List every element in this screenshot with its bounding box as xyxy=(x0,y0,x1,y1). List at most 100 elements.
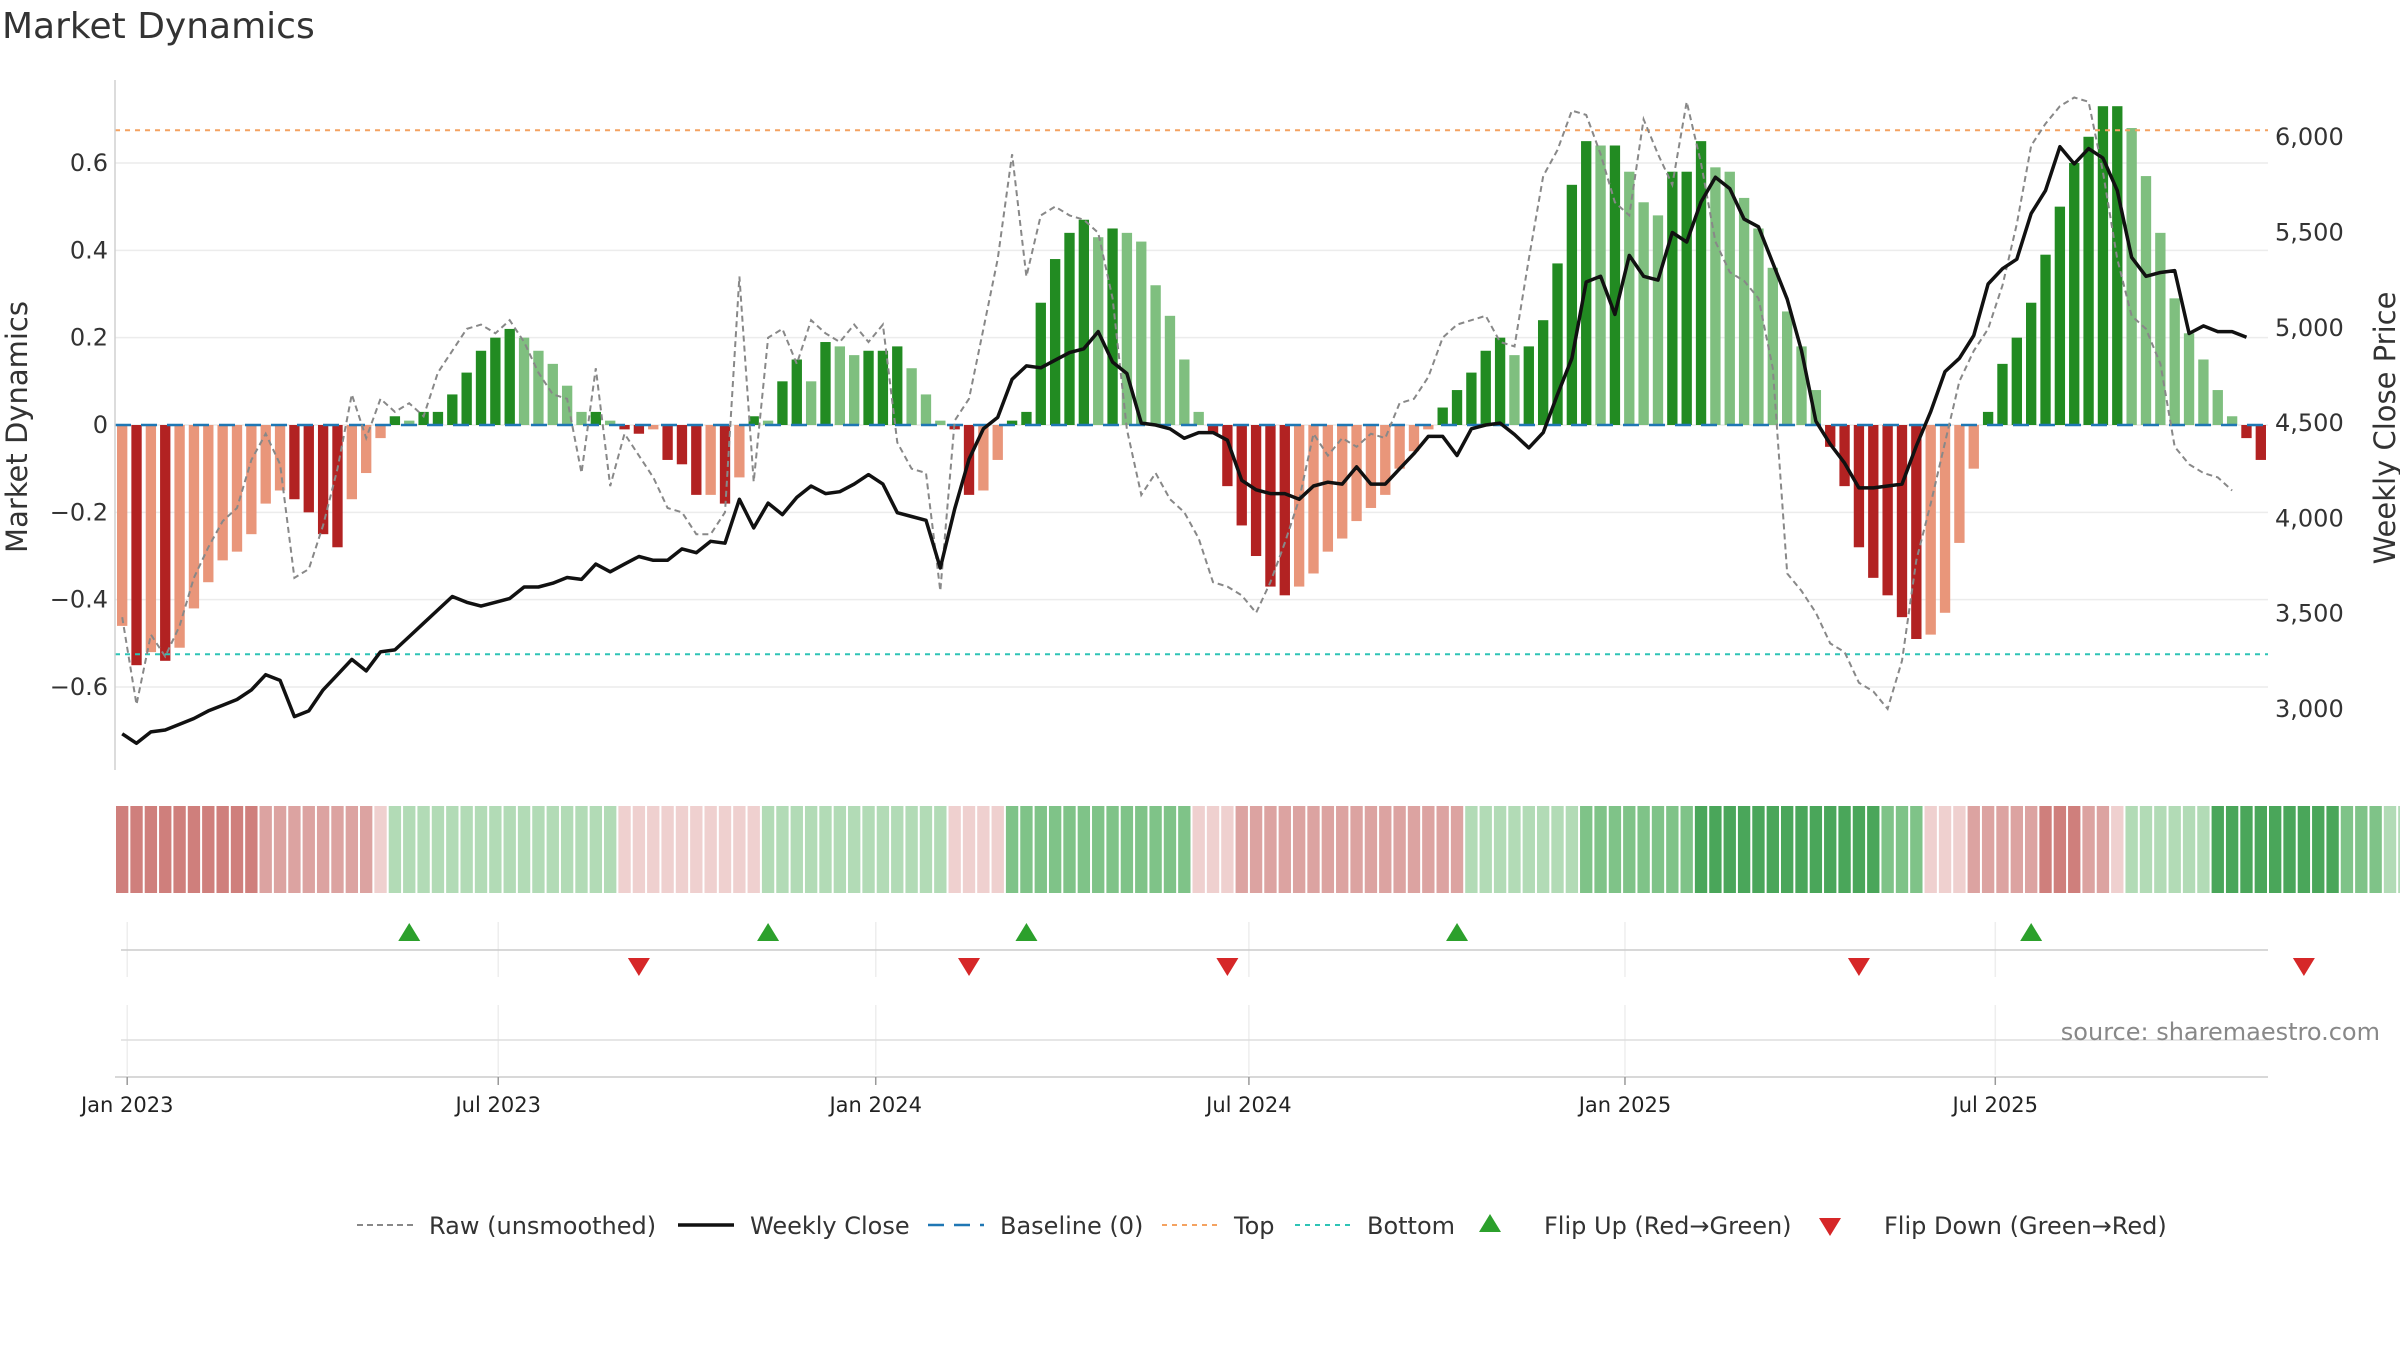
dynamics-bar xyxy=(2069,162,2080,426)
y-right-tick-label: 4,000 xyxy=(2275,504,2344,532)
flip-markers xyxy=(121,922,2315,977)
regime-cell xyxy=(1450,806,1464,893)
dynamics-bar xyxy=(2011,337,2022,425)
regime-cell xyxy=(2125,806,2138,893)
regime-cell xyxy=(632,806,646,893)
regime-cell xyxy=(2010,806,2023,893)
weekly-close-line xyxy=(121,144,2248,746)
dynamics-bar xyxy=(1121,232,1133,425)
regime-cell xyxy=(1192,806,1205,893)
y-right-tick-label: 3,500 xyxy=(2275,600,2344,628)
regime-cell xyxy=(2211,806,2224,893)
regime-cell xyxy=(1623,806,1636,893)
regime-cell xyxy=(2269,806,2282,893)
y-left-tick-label: −0.6 xyxy=(50,673,108,701)
regime-cell xyxy=(517,806,531,893)
regime-cell xyxy=(1536,806,1550,893)
chart-title: Market Dynamics xyxy=(2,6,315,47)
regime-cell xyxy=(230,806,244,893)
y-right-tick-label: 5,500 xyxy=(2275,218,2344,246)
regime-cell xyxy=(1594,806,1607,893)
regime-cell xyxy=(1307,806,1320,893)
date-tick-label: Jul 2023 xyxy=(453,1093,540,1117)
regime-cell xyxy=(1809,806,1823,893)
regime-cell xyxy=(187,806,201,893)
regime-cell xyxy=(1321,806,1335,893)
source-label: source: sharemaestro.com xyxy=(2061,1018,2380,1046)
dynamics-bar xyxy=(1796,346,1807,425)
regime-cell xyxy=(374,806,387,893)
y-left-tick-label: 0.2 xyxy=(70,324,108,352)
regime-cell xyxy=(546,806,559,893)
dynamics-bar xyxy=(231,425,243,552)
dynamics-bar xyxy=(2054,206,2066,425)
regime-cell xyxy=(1565,806,1579,893)
regime-cell xyxy=(360,806,373,893)
regime-cell xyxy=(1637,806,1650,893)
regime-cell xyxy=(1379,806,1392,893)
dynamics-bar xyxy=(1566,184,1578,425)
dynamics-bar xyxy=(1767,267,1778,425)
regime-cell xyxy=(1981,806,1995,893)
regime-cell xyxy=(2355,806,2368,893)
flip-up-marker xyxy=(2020,923,2043,941)
legend: Raw (unsmoothed) Weekly Close Baseline (0)… xyxy=(357,1212,2167,1240)
regime-cell xyxy=(718,806,732,893)
regime-cell xyxy=(1422,806,1435,893)
dynamics-bar xyxy=(1466,372,1477,425)
dynamics-bar xyxy=(1408,425,1420,452)
dynamics-bar xyxy=(2241,425,2252,439)
dynamics-bar xyxy=(791,359,802,425)
dynamics-bar xyxy=(533,350,544,425)
dynamics-bar xyxy=(188,425,200,609)
regime-cell xyxy=(2182,806,2196,893)
dynamics-bar xyxy=(906,368,917,425)
dynamics-bar xyxy=(777,381,788,425)
regime-cell xyxy=(2383,806,2397,893)
dynamics-bar xyxy=(1437,407,1448,425)
regime-cell xyxy=(2254,806,2267,893)
dynamics-bar xyxy=(1035,302,1046,425)
regime-cell xyxy=(2068,806,2081,893)
dynamics-bar xyxy=(935,420,946,425)
regime-cell xyxy=(1852,806,1866,893)
dynamics-bar xyxy=(1738,197,1750,425)
dynamics-bar xyxy=(762,420,774,425)
dynamics-bar xyxy=(1164,315,1176,425)
regime-cell xyxy=(288,806,301,893)
dynamics-bar xyxy=(1810,390,1822,425)
dynamics-bar xyxy=(2255,425,2266,460)
dynamics-bar xyxy=(475,350,487,425)
regime-cell xyxy=(2326,806,2339,893)
dynamics-bar xyxy=(1724,171,1735,425)
regime-cell xyxy=(733,806,746,893)
regime-cell xyxy=(116,806,129,893)
flip-up-marker xyxy=(1015,923,1038,941)
regime-cell xyxy=(1910,806,1923,893)
dynamics-bar xyxy=(174,425,185,648)
y-right-tick-label: 5,000 xyxy=(2275,314,2344,342)
raw-series xyxy=(121,96,2233,711)
dynamics-bar xyxy=(1781,311,1793,425)
dynamics-bar xyxy=(1423,425,1434,430)
dynamics-bar xyxy=(633,425,645,434)
regime-cell xyxy=(1292,806,1306,893)
legend-label: Flip Down (Green→Red) xyxy=(1884,1212,2167,1240)
legend-label: Top xyxy=(1233,1212,1275,1240)
regime-cell xyxy=(1436,806,1449,893)
regime-cell xyxy=(2053,806,2067,893)
regime-cell xyxy=(1005,806,1019,893)
regime-cell xyxy=(804,806,818,893)
regime-cell xyxy=(704,806,717,893)
regime-cell xyxy=(431,806,445,893)
dynamics-bar xyxy=(734,425,745,478)
regime-cell xyxy=(144,806,158,893)
dynamics-bar xyxy=(619,425,630,430)
regime-cell xyxy=(1479,806,1492,893)
dynamics-bar xyxy=(1222,425,1233,487)
dynamics-bar xyxy=(1207,425,1219,434)
dynamics-bar xyxy=(246,425,257,535)
regime-cell xyxy=(1766,806,1779,893)
regime-cell xyxy=(1393,806,1406,893)
